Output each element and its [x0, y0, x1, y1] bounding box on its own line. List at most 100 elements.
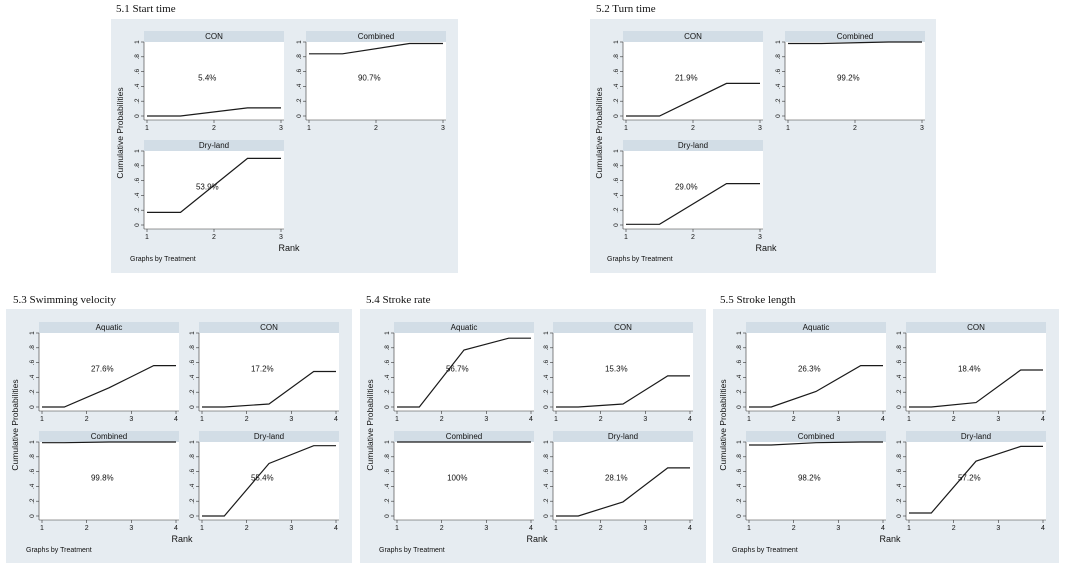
sucra-label: 57.2%	[958, 473, 981, 482]
y-tick-label: .6	[29, 469, 36, 475]
y-tick-label: 0	[29, 514, 36, 518]
series-line	[749, 441, 883, 446]
panel-header	[906, 431, 1046, 442]
series-line	[788, 41, 922, 45]
panel-combined: Combined 0 .2 .4 .6 .8 1 1 2 3 4 100%	[384, 431, 534, 532]
x-tick-label: 3	[129, 525, 133, 532]
panel-name: Aquatic	[451, 323, 478, 332]
y-tick-label: 0	[134, 223, 141, 227]
x-tick-label: 1	[307, 125, 311, 132]
panel-name: Combined	[837, 32, 873, 41]
sucra-label: 21.9%	[675, 73, 698, 82]
y-tick-label: 1	[736, 331, 743, 335]
x-tick-label: 4	[688, 416, 692, 423]
x-tick-label: 4	[688, 525, 692, 532]
figure-1: 5.1 Start time Cumulative Probabilities Ra…	[111, 3, 458, 273]
panel-name: CON	[967, 323, 985, 332]
panel-aquatic: Aquatic 0 .2 .4 .6 .8 1 1 2 3 4 26.3%	[736, 322, 886, 423]
graphs-by-note: Graphs by Treatment	[379, 547, 445, 554]
y-tick-label: .6	[775, 69, 782, 75]
y-tick-label: .8	[296, 54, 303, 60]
x-tick-label: 4	[881, 525, 885, 532]
y-tick-label: 0	[29, 405, 36, 409]
x-tick-label: 2	[599, 416, 603, 423]
figure-title: 5.2 Turn time	[596, 3, 656, 15]
x-axis-label: Rank	[879, 534, 901, 544]
y-tick-label: .8	[736, 345, 743, 351]
x-tick-label: 1	[395, 525, 399, 532]
y-tick-label: .6	[134, 178, 141, 184]
panel-header	[199, 431, 339, 442]
panel-header	[39, 322, 179, 333]
y-tick-label: .2	[543, 389, 550, 395]
series-line	[556, 375, 690, 408]
series-line	[626, 82, 760, 117]
y-tick-label: 1	[736, 440, 743, 444]
y-tick-label: .2	[775, 98, 782, 104]
panel-name: Aquatic	[803, 323, 830, 332]
x-tick-label: 1	[624, 234, 628, 241]
y-tick-label: .2	[189, 498, 196, 504]
panel-name: Dry-land	[961, 432, 991, 441]
y-axis-label: Cumulative Probabilities	[365, 379, 375, 470]
y-tick-label: 1	[543, 331, 550, 335]
figure-title: 5.5 Stroke length	[720, 294, 796, 306]
plot-area	[394, 442, 534, 520]
series-line	[556, 467, 690, 517]
x-tick-label: 2	[245, 416, 249, 423]
y-tick-label: .8	[189, 345, 196, 351]
series-line	[909, 369, 1043, 408]
y-tick-label: 0	[384, 514, 391, 518]
sucra-label: 53.9%	[196, 182, 219, 191]
sucra-label: 15.3%	[605, 364, 628, 373]
panel-header	[144, 140, 284, 151]
x-tick-label: 2	[85, 525, 89, 532]
y-tick-label: 1	[189, 331, 196, 335]
y-tick-label: .2	[543, 498, 550, 504]
x-tick-label: 2	[792, 525, 796, 532]
panel-combined: Combined 0 .2 .4 .6 .8 1 1 2 3 4 98.2%	[736, 431, 886, 532]
panel-name: Combined	[358, 32, 394, 41]
panel-header	[394, 431, 534, 442]
y-tick-label: .6	[189, 360, 196, 366]
y-tick-label: 0	[543, 514, 550, 518]
x-axis-label: Rank	[755, 243, 777, 253]
plot-area	[746, 333, 886, 411]
y-tick-label: .2	[296, 98, 303, 104]
sucra-label: 27.6%	[91, 364, 114, 373]
y-axis-label: Cumulative Probabilities	[115, 87, 125, 178]
y-tick-label: .4	[29, 374, 36, 380]
y-tick-label: .2	[896, 389, 903, 395]
y-tick-label: .8	[775, 54, 782, 60]
x-tick-label: 4	[1041, 525, 1045, 532]
y-tick-label: .6	[384, 360, 391, 366]
y-tick-label: 1	[384, 331, 391, 335]
graphs-by-note: Graphs by Treatment	[732, 547, 798, 554]
y-tick-label: 1	[134, 40, 141, 44]
y-axis-label: Cumulative Probabilities	[594, 87, 604, 178]
y-tick-label: .4	[736, 374, 743, 380]
sucra-label: 29.0%	[675, 182, 698, 191]
panel-header	[39, 431, 179, 442]
panel-header	[906, 322, 1046, 333]
figure-4: 5.4 Stroke rate Cumulative Probabilities R…	[360, 294, 706, 563]
x-tick-label: 1	[786, 125, 790, 132]
x-tick-label: 3	[279, 234, 283, 241]
series-line	[202, 370, 336, 408]
y-tick-label: 1	[896, 331, 903, 335]
panel-name: Combined	[446, 432, 482, 441]
graphs-by-note: Graphs by Treatment	[130, 256, 196, 263]
panel-header	[746, 322, 886, 333]
plot-area	[306, 42, 446, 120]
x-tick-label: 3	[289, 525, 293, 532]
y-tick-label: .8	[384, 454, 391, 460]
y-tick-label: .2	[736, 498, 743, 504]
panel-name: Aquatic	[96, 323, 123, 332]
x-tick-label: 4	[174, 525, 178, 532]
y-tick-label: 0	[189, 514, 196, 518]
series-line	[147, 157, 281, 213]
y-tick-label: 0	[775, 114, 782, 118]
plot-area	[785, 42, 925, 120]
plot-area	[553, 333, 693, 411]
